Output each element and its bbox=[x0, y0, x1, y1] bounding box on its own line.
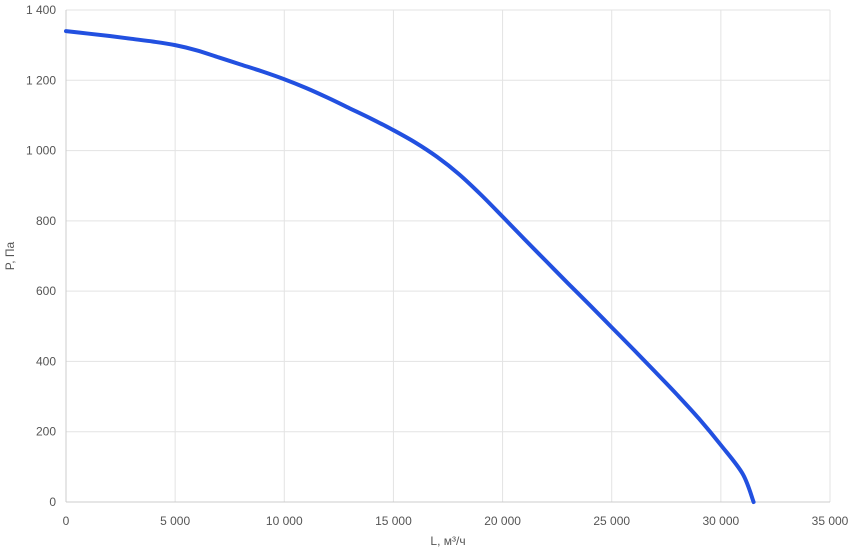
y-tick-label: 200 bbox=[36, 425, 56, 439]
x-axis-ticks: 0 5 000 10 000 15 000 20 000 25 000 30 000 35 0… bbox=[63, 514, 849, 528]
y-tick-label: 800 bbox=[36, 214, 56, 228]
x-tick-label: 5 000 bbox=[160, 514, 190, 528]
y-tick-label: 1 400 bbox=[26, 3, 56, 17]
y-tick-label: 0 bbox=[49, 495, 56, 509]
y-tick-label: 400 bbox=[36, 354, 56, 368]
x-axis-title: L, м³/ч bbox=[430, 534, 465, 548]
grid bbox=[66, 9, 831, 502]
x-tick-label: 15 000 bbox=[375, 514, 412, 528]
x-tick-label: 35 000 bbox=[812, 514, 849, 528]
axes bbox=[65, 10, 830, 503]
y-tick-label: 1 000 bbox=[26, 144, 56, 158]
x-tick-label: 0 bbox=[63, 514, 70, 528]
x-tick-label: 10 000 bbox=[266, 514, 303, 528]
series-layer bbox=[64, 29, 756, 504]
y-tick-label: 600 bbox=[36, 284, 56, 298]
x-tick-label: 25 000 bbox=[593, 514, 630, 528]
x-tick-label: 30 000 bbox=[703, 514, 740, 528]
y-tick-label: 1 200 bbox=[26, 73, 56, 87]
x-tick-label: 20 000 bbox=[484, 514, 521, 528]
y-axis-ticks: 0 200 400 600 800 1 000 1 200 1 400 bbox=[26, 3, 56, 509]
series-line bbox=[64, 29, 756, 504]
y-axis-title: P, Па bbox=[3, 241, 17, 270]
